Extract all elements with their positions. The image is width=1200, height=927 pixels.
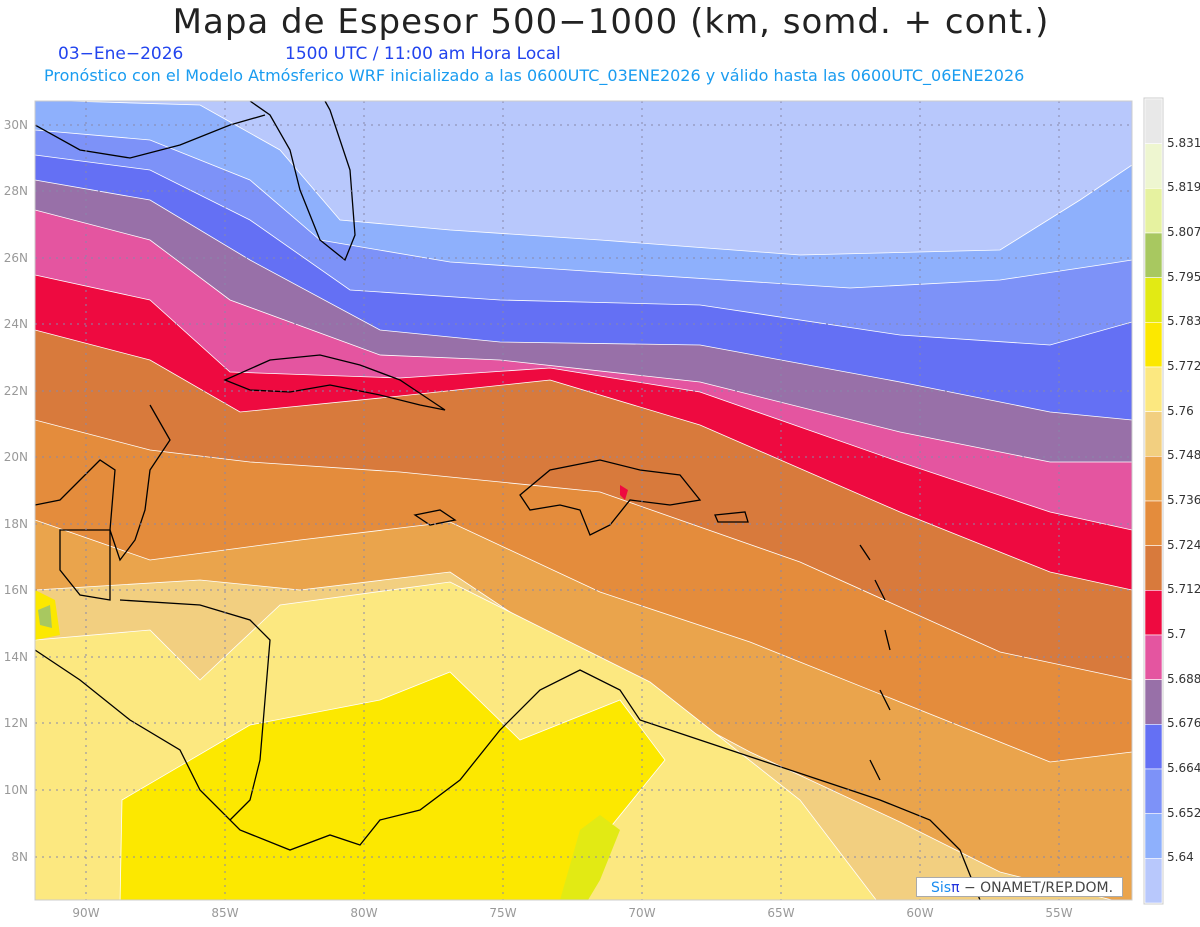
graticule bbox=[35, 101, 1132, 900]
latitude-label: 20N bbox=[4, 450, 28, 464]
colorbar-swatch bbox=[1144, 590, 1163, 636]
colorbar-swatch bbox=[1144, 456, 1163, 502]
colorbar-swatch bbox=[1144, 232, 1163, 278]
latitude-label: 8N bbox=[11, 850, 28, 864]
colorbar-swatch bbox=[1144, 724, 1163, 770]
forecast-date: 03−Ene−2026 bbox=[58, 44, 184, 64]
longitude-label: 80W bbox=[350, 906, 377, 920]
latitude-label: 22N bbox=[4, 384, 28, 398]
colorbar-level-label: 5.676 bbox=[1167, 716, 1200, 731]
latitude-label: 30N bbox=[4, 118, 28, 132]
latitude-label: 18N bbox=[4, 517, 28, 531]
longitude-axis: 90W 85W 80W 75W 70W 65W 60W 55W bbox=[72, 906, 1072, 920]
longitude-label: 60W bbox=[906, 906, 933, 920]
colorbar-swatch bbox=[1144, 768, 1163, 814]
credit-brand-symbol: π bbox=[951, 880, 960, 896]
longitude-label: 65W bbox=[767, 906, 794, 920]
colorbar-swatch bbox=[1144, 679, 1163, 725]
colorbar-level-label: 5.76 bbox=[1167, 403, 1194, 418]
colorbar-swatch bbox=[1144, 322, 1163, 368]
latitude-axis: 30N 28N 26N 24N 22N 20N 18N 16N 14N 12N 10N 8N bbox=[4, 118, 28, 864]
thickness-band bbox=[620, 485, 628, 500]
credit-text: − ONAMET/REP.DOM. bbox=[963, 880, 1114, 896]
colorbar-swatch bbox=[1144, 188, 1163, 234]
colorbar bbox=[1143, 97, 1164, 905]
colorbar-level-label: 5.724 bbox=[1167, 537, 1200, 552]
colorbar-swatch bbox=[1144, 143, 1163, 189]
longitude-label: 55W bbox=[1045, 906, 1072, 920]
longitude-label: 75W bbox=[489, 906, 516, 920]
latitude-label: 10N bbox=[4, 783, 28, 797]
coastlines bbox=[35, 101, 981, 900]
colorbar-swatch bbox=[1144, 366, 1163, 412]
latitude-label: 24N bbox=[4, 317, 28, 331]
colorbar-swatch bbox=[1144, 277, 1163, 323]
colorbar-swatch bbox=[1144, 858, 1163, 904]
colorbar-level-label: 5.712 bbox=[1167, 582, 1200, 597]
latitude-label: 26N bbox=[4, 251, 28, 265]
latitude-label: 16N bbox=[4, 583, 28, 597]
colorbar-level-label: 5.831 bbox=[1167, 135, 1200, 150]
colorbar-level-label: 5.748 bbox=[1167, 448, 1200, 463]
colorbar-level-label: 5.783 bbox=[1167, 314, 1200, 329]
colorbar-level-label: 5.664 bbox=[1167, 761, 1200, 775]
colorbar-level-label: 5.64 bbox=[1167, 850, 1194, 865]
forecast-description: Pronóstico con el Modelo Atmósferico WRF… bbox=[44, 66, 1025, 85]
map-frame bbox=[34, 100, 1133, 901]
longitude-label: 90W bbox=[72, 906, 99, 920]
colorbar-level-label: 5.807 bbox=[1167, 225, 1200, 239]
credit-brand: Sis bbox=[931, 880, 952, 896]
colorbar-level-label: 5.795 bbox=[1167, 269, 1200, 284]
colorbar-level-label: 5.772 bbox=[1167, 359, 1200, 373]
forecast-time: 1500 UTC / 11:00 am Hora Local bbox=[285, 44, 561, 64]
longitude-label: 70W bbox=[628, 906, 655, 920]
colorbar-swatch bbox=[1144, 98, 1163, 144]
thickness-band bbox=[38, 605, 52, 628]
colorbar-swatch bbox=[1144, 634, 1163, 680]
colorbar-level-label: 5.652 bbox=[1167, 805, 1200, 820]
colorbar-swatch bbox=[1144, 411, 1163, 457]
map-title: Mapa de Espesor 500−1000 (km, somd. + co… bbox=[172, 2, 1050, 42]
colorbar-swatch bbox=[1144, 813, 1163, 859]
latitude-label: 14N bbox=[4, 650, 28, 664]
thickness-bands bbox=[35, 101, 1132, 900]
colorbar-level-label: 5.736 bbox=[1167, 493, 1200, 507]
colorbar-level-label: 5.7 bbox=[1167, 627, 1187, 641]
longitude-label: 85W bbox=[211, 906, 238, 920]
colorbar-swatch bbox=[1144, 500, 1163, 546]
colorbar-level-label: 5.688 bbox=[1167, 671, 1200, 686]
colorbar-swatch bbox=[1144, 545, 1163, 591]
latitude-label: 28N bbox=[4, 184, 28, 198]
credit-box: Sisπ − ONAMET/REP.DOM. bbox=[916, 877, 1123, 897]
colorbar-level-label: 5.819 bbox=[1167, 180, 1200, 195]
latitude-label: 12N bbox=[4, 716, 28, 730]
